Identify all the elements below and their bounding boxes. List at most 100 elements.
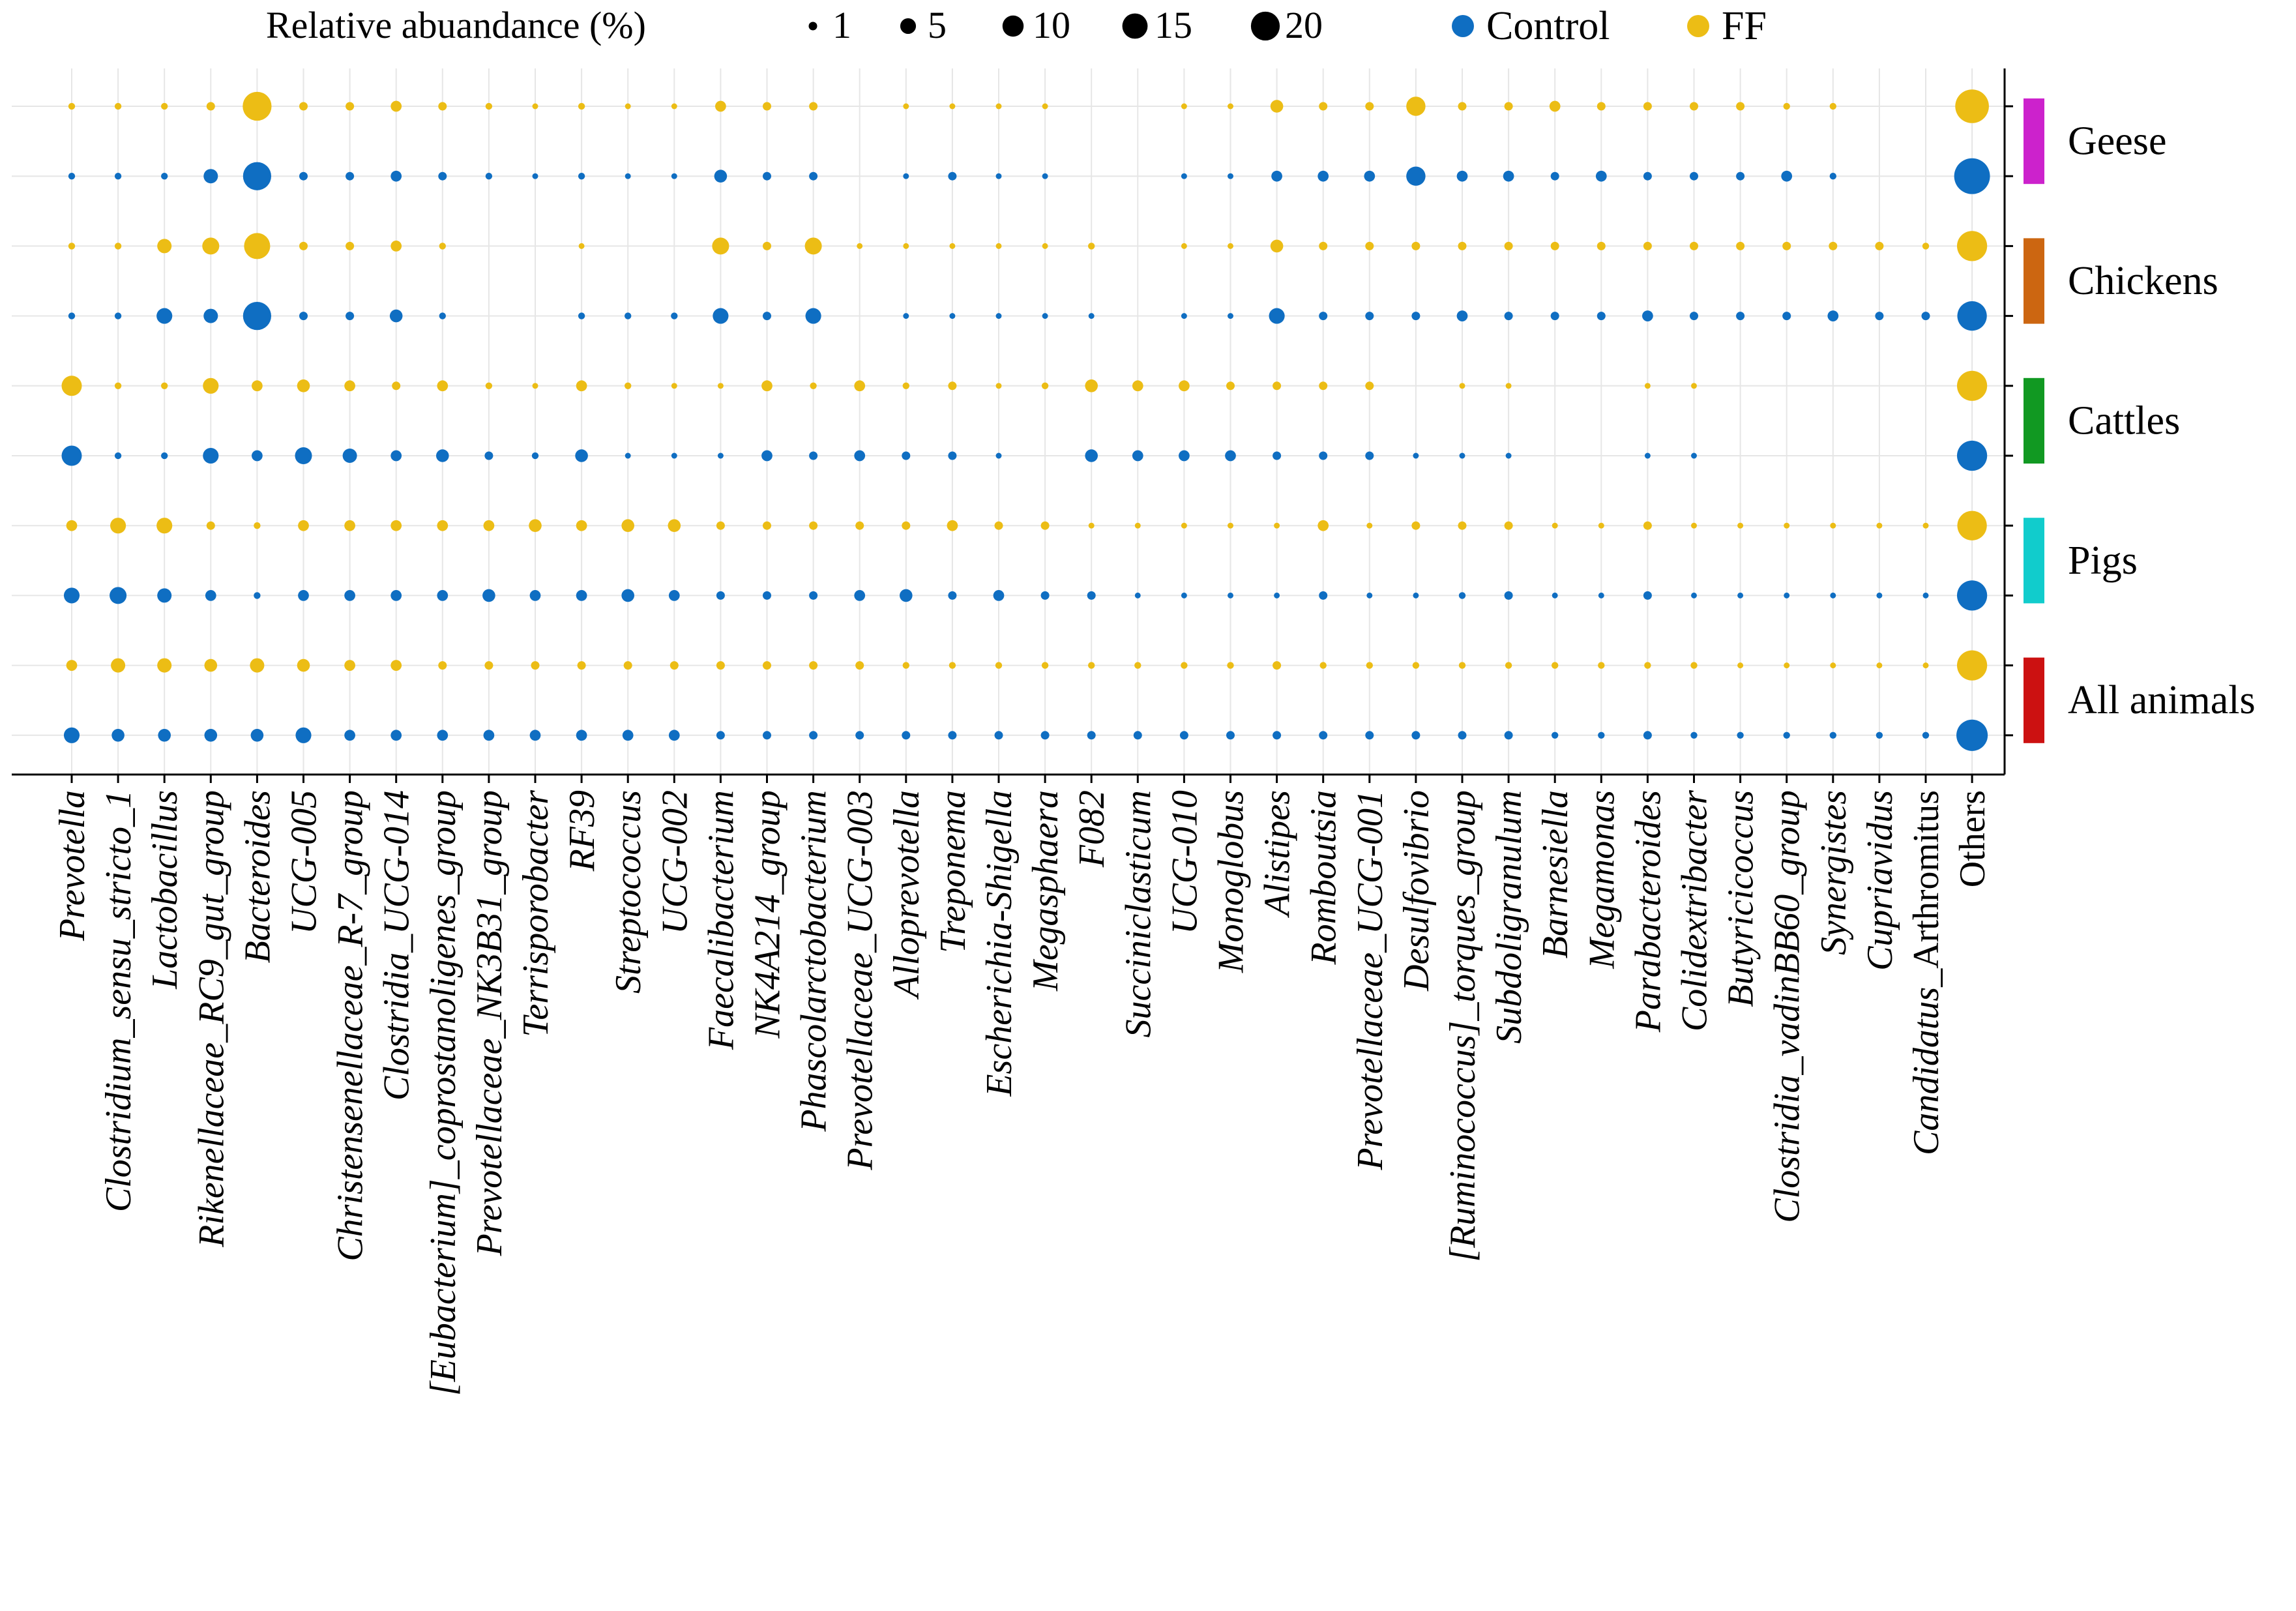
bubble-all-animals-ff-others <box>1956 650 1988 681</box>
bubble-all-animals-control-prevotellaceae-ucg-001 <box>1365 731 1374 740</box>
bubble-chickens-control-bacteroides <box>243 301 272 331</box>
x-label-alistipes: Alistipes <box>1258 790 1298 919</box>
bubble-all-animals-ff-streptococcus <box>623 661 632 670</box>
bubble-geese-ff-alloprevotella <box>903 103 909 110</box>
bubble-all-animals-control-others <box>1956 719 1988 751</box>
bubble-all-animals-ff-phascolarctobacterium <box>809 661 818 670</box>
bubble-pigs-control-megamonas <box>1598 592 1604 599</box>
bubble-chickens-ff-desulfovibrio <box>1411 241 1420 250</box>
bubble-chickens-control-christensenellaceae-r-7-group <box>346 312 355 321</box>
bubble-pigs-ff-candidatus-arthromitus <box>1922 522 1929 529</box>
bubble-pigs-ff-escherichia-shigella <box>994 521 1003 530</box>
x-label-ucg-010: UCG-010 <box>1164 790 1205 934</box>
bubble-all-animals-control-faecalibacterium <box>716 731 725 740</box>
bubble-cattles-ff-parabacteroides <box>1644 383 1651 389</box>
bubble-cattles-ff-ucg-010 <box>1179 380 1190 392</box>
bubble-chickens-ff-clostridium-sensu-stricto-1 <box>114 243 122 250</box>
bubble-geese-control-megasphaera <box>1042 173 1048 179</box>
bubble-pigs-ff-streptococcus <box>621 519 634 532</box>
bubble-geese-ff-megasphaera <box>1042 103 1048 110</box>
bubble-pigs-control-prevotellaceae-nk3b31-group <box>482 589 495 602</box>
bubble-chickens-control-candidatus-arthromitus <box>1921 312 1930 321</box>
bubble-geese-ff-terrisporobacter <box>532 103 538 110</box>
bubble-all-animals-control-prevotellaceae-ucg-003 <box>855 731 864 740</box>
bubble-geese-ff-clostridia-vadinbb60-group <box>1783 102 1790 110</box>
x-label-streptococcus: Streptococcus <box>608 790 649 994</box>
bubble-pigs-control-clostridia-ucg-014 <box>390 590 402 601</box>
animal-label-all-animals: All animals <box>2068 678 2256 722</box>
bubble-pigs-ff-megamonas <box>1598 522 1604 529</box>
bubble-chickens-control-rikenellaceae-rc9-gut-group <box>203 308 218 323</box>
bubble-cattles-ff-clostridium-sensu-stricto-1 <box>114 382 122 389</box>
bubble-cattles-control-ruminococcus-torques-group <box>1459 452 1465 459</box>
bubble-all-animals-control-ucg-002 <box>668 730 680 741</box>
bubble-pigs-control-desulfovibrio <box>1413 592 1419 599</box>
bubble-geese-ff-bacteroides <box>243 91 272 121</box>
x-label-subdoligranulum: Subdoligranulum <box>1489 790 1529 1044</box>
bubble-all-animals-ff-ucg-010 <box>1181 662 1188 669</box>
bubble-all-animals-ff-cupriavidus <box>1876 662 1883 669</box>
bubble-chickens-control-prevotellaceae-ucg-001 <box>1365 312 1374 321</box>
bubble-geese-ff-streptococcus <box>625 103 631 110</box>
x-label-barnesiella: Barnesiella <box>1535 790 1576 958</box>
bubble-all-animals-control-lactobacillus <box>158 729 171 742</box>
x-label-clostridia-vadinbb60-group: Clostridia_vadinBB60_group <box>1767 790 1808 1223</box>
bubble-cattles-control-alloprevotella <box>902 451 911 460</box>
bubble-all-animals-ff-megasphaera <box>1041 662 1049 669</box>
x-label-megamonas: Megamonas <box>1582 790 1622 969</box>
bubble-chickens-control-prevotella <box>68 312 76 319</box>
bubble-all-animals-ff-nk4a214-group <box>763 661 771 670</box>
bubble-cattles-control-succiniclasticum <box>1132 450 1143 462</box>
bubble-all-animals-control-rikenellaceae-rc9-gut-group <box>204 729 218 742</box>
bubble-geese-ff-prevotellaceae-nk3b31-group <box>485 102 493 110</box>
bubble-all-animals-control-clostridia-ucg-014 <box>390 730 402 741</box>
bubble-pigs-control-alloprevotella <box>900 589 913 602</box>
x-label-terrisporobacter: Terrisporobacter <box>516 790 556 1037</box>
x-label-prevotellaceae-ucg-001: Prevotellaceae_UCG-001 <box>1350 790 1391 1171</box>
bubble-geese-control-ruminococcus-torques-group <box>1456 170 1468 182</box>
bubble-chickens-control-ucg-005 <box>299 312 308 321</box>
bubble-all-animals-ff-colidextribacter <box>1690 662 1698 669</box>
bubble-cattles-ff-faecalibacterium <box>717 383 724 389</box>
bubble-pigs-ff-terrisporobacter <box>529 519 542 532</box>
bubble-pigs-ff-ucg-010 <box>1181 522 1187 529</box>
x-tick-labels: Prevotella Clostridium_sensu_stricto_1 Lac… <box>52 790 1993 1396</box>
bubble-chickens-ff-faecalibacterium <box>712 237 729 255</box>
bubble-pigs-control-megasphaera <box>1040 591 1050 600</box>
bubble-geese-ff-others <box>1955 89 1989 123</box>
bubble-all-animals-control-eubacterium-coprostanoligenes-group <box>437 730 449 741</box>
bubble-geese-control-lactobacillus <box>161 173 168 180</box>
bubble-chickens-ff-christensenellaceae-r-7-group <box>346 241 355 250</box>
bubble-chickens-ff-escherichia-shigella <box>995 243 1002 249</box>
bubble-all-animals-ff-faecalibacterium <box>716 661 725 670</box>
bubble-all-animals-control-megasphaera <box>1040 731 1050 740</box>
bubble-all-animals-ff-clostridium-sensu-stricto-1 <box>111 658 126 673</box>
bubble-cattles-control-bacteroides <box>252 450 263 462</box>
bubble-all-animals-control-prevotellaceae-nk3b31-group <box>483 730 495 741</box>
bubble-pigs-control-eubacterium-coprostanoligenes-group <box>437 590 449 601</box>
bubble-geese-control-monoglobus <box>1228 173 1233 179</box>
bubble-all-animals-ff-synergistes <box>1830 662 1836 669</box>
bubble-pigs-control-cupriavidus <box>1876 592 1883 599</box>
bubble-chickens-control-synergistes <box>1827 310 1839 321</box>
bubble-pigs-ff-colidextribacter <box>1691 522 1697 529</box>
bubble-pigs-control-monoglobus <box>1228 592 1233 599</box>
bubble-chickens-ff-monoglobus <box>1228 243 1233 249</box>
bubble-cattles-ff-streptococcus <box>625 382 632 389</box>
bubble-all-animals-ff-prevotella <box>66 660 78 671</box>
bubble-cattles-control-ucg-005 <box>295 447 312 465</box>
bubble-pigs-ff-butyricicoccus <box>1737 522 1744 529</box>
x-label-christensenellaceae-r-7-group: Christensenellaceae_R-7_group <box>331 790 371 1262</box>
bubble-all-animals-ff-ruminococcus-torques-group <box>1458 662 1466 669</box>
bubble-geese-control-parabacteroides <box>1643 171 1652 181</box>
bubble-pigs-control-romboutsia <box>1319 591 1328 600</box>
bubble-chickens-control-ucg-010 <box>1181 313 1187 319</box>
x-label-lactobacillus: Lactobacillus <box>145 790 185 990</box>
bubble-geese-ff-monoglobus <box>1228 103 1233 110</box>
size-legend-label-10: 10 <box>1033 4 1070 46</box>
x-label-candidatus-arthromitus: Candidatus_Arthromitus <box>1906 790 1947 1155</box>
bubble-all-animals-ff-christensenellaceae-r-7-group <box>344 660 355 671</box>
bubble-geese-control-prevotellaceae-ucg-001 <box>1364 170 1376 182</box>
bubble-cattles-ff-ruminococcus-torques-group <box>1459 383 1465 389</box>
bubble-chickens-ff-megasphaera <box>1042 243 1048 249</box>
